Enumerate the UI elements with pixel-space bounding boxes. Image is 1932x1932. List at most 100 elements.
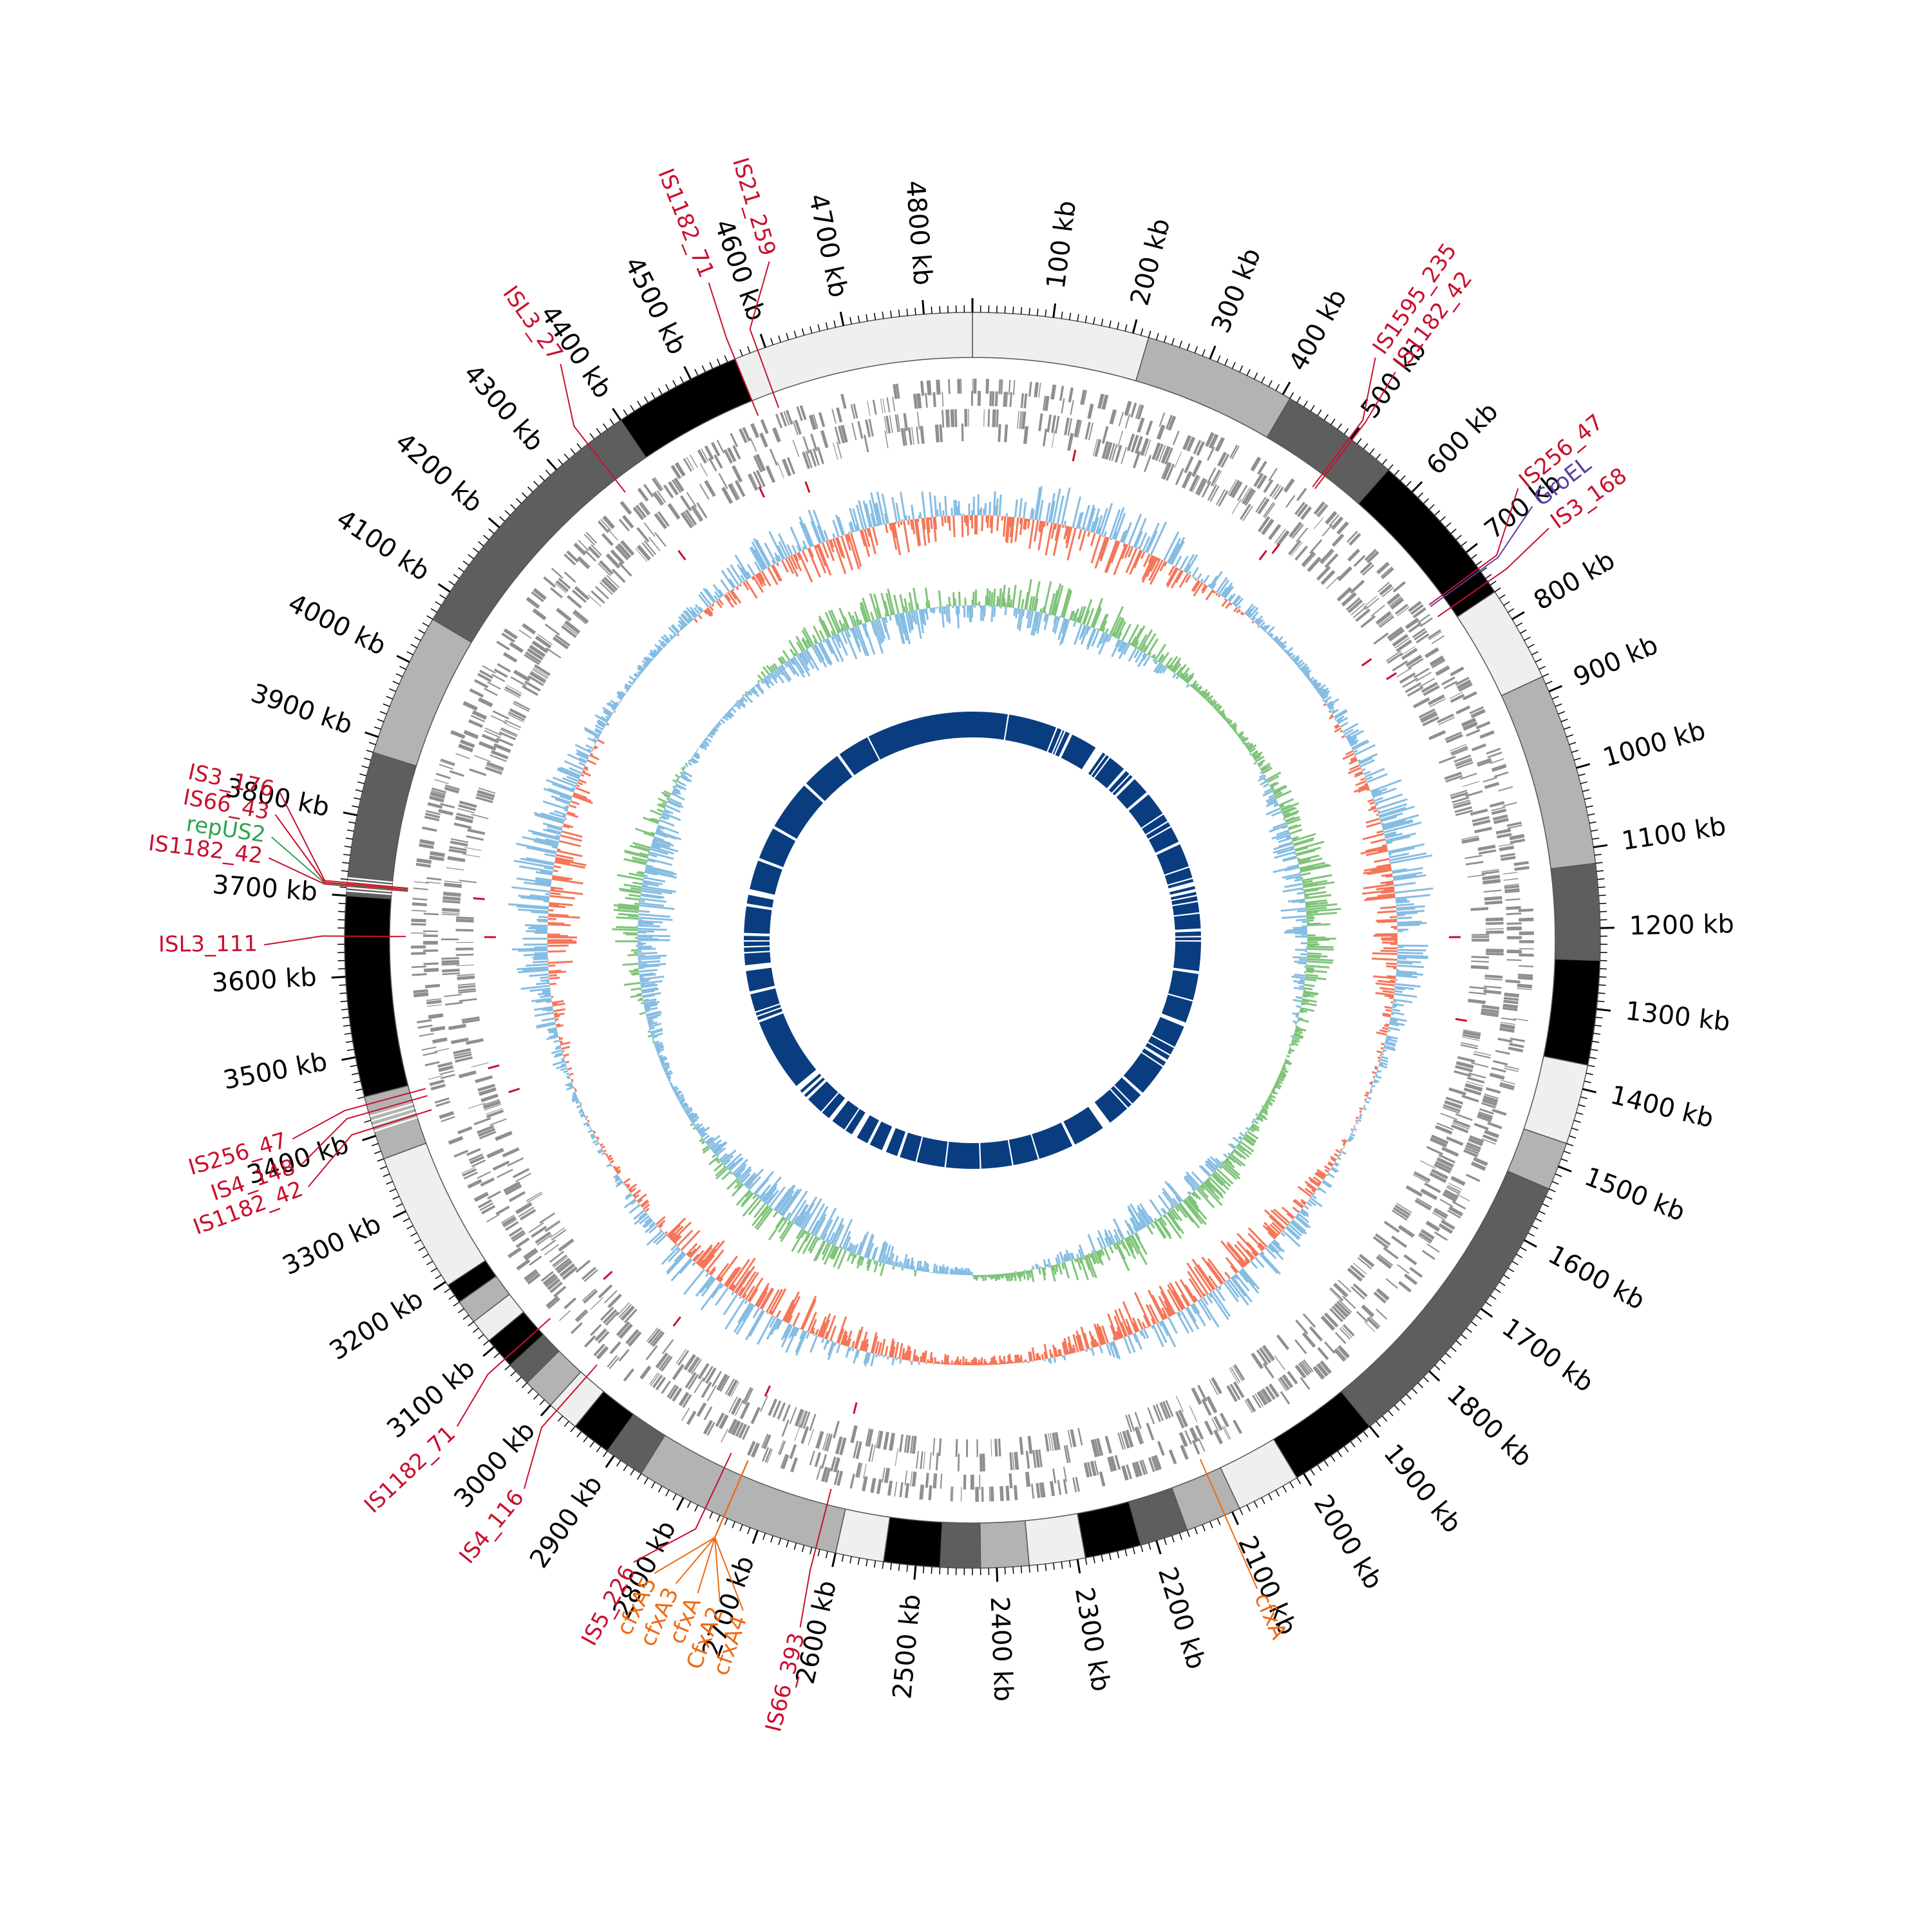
minor-tick — [426, 615, 433, 620]
cds-feature — [482, 1100, 501, 1110]
gc-skew-bar — [907, 1264, 910, 1269]
cds-feature — [458, 990, 477, 994]
gc-content-bar — [673, 634, 676, 638]
gc-content-bar — [728, 578, 736, 589]
gc-skew-bar — [1154, 1220, 1167, 1238]
gc-content-bar — [806, 1332, 810, 1340]
gc-content-bar — [1023, 502, 1027, 519]
gc-content-bar — [733, 1303, 753, 1333]
tick-label: 4500 kb — [618, 252, 692, 359]
gc-content-bar — [1132, 1333, 1139, 1343]
gc-content-bar — [791, 545, 797, 554]
cds-feature — [1457, 1056, 1475, 1063]
cds-feature — [1414, 630, 1428, 641]
cds-feature — [469, 768, 487, 777]
major-tick — [392, 1210, 407, 1218]
cds-feature — [1517, 983, 1533, 989]
gc-content-bar — [584, 728, 600, 739]
gc-content-bar — [690, 610, 697, 618]
cds-feature — [652, 492, 663, 506]
cds-feature — [1392, 1207, 1410, 1219]
cds-feature — [1119, 1432, 1126, 1450]
cds-feature — [1313, 517, 1324, 529]
minor-tick — [1394, 1405, 1400, 1411]
minor-tick — [1515, 622, 1523, 627]
gc-skew-bar — [1253, 1118, 1256, 1121]
gc-content-bar — [1236, 609, 1240, 614]
gc-content-bar — [1392, 874, 1417, 880]
gc-content-bar — [574, 744, 592, 753]
contig-segment — [1024, 1513, 1086, 1566]
gc-content-bar — [573, 793, 591, 802]
minor-tick — [1406, 1394, 1412, 1400]
gc-content-bar — [646, 1230, 663, 1246]
cds-feature — [500, 727, 518, 736]
gc-skew-bar — [1115, 638, 1121, 647]
gc-content-bar — [533, 960, 548, 963]
cds-feature — [1476, 757, 1492, 765]
cds-feature — [1484, 782, 1500, 790]
gc-content-bar — [1232, 1275, 1236, 1279]
cds-feature — [424, 983, 440, 989]
cds-feature — [513, 703, 529, 712]
major-tick — [1428, 1370, 1441, 1382]
contig-segment — [882, 1517, 943, 1568]
gc-content-bar — [1259, 621, 1265, 628]
gc-content-bar — [571, 1079, 574, 1081]
gc-skew-bar — [1209, 699, 1216, 706]
cds-feature — [478, 1199, 493, 1209]
gc-content-bar — [1071, 1347, 1075, 1354]
gc-skew-bar — [1069, 611, 1074, 621]
gc-content-bar — [544, 853, 556, 858]
minor-tick — [732, 1521, 735, 1529]
tick-label: 3300 kb — [278, 1209, 386, 1281]
gc-skew-bar — [1290, 1043, 1294, 1046]
gc-content-bar — [583, 1115, 586, 1118]
gc-content-bar — [1271, 636, 1273, 639]
cds-feature — [1493, 1060, 1508, 1066]
minor-tick — [1580, 781, 1588, 784]
gc-skew-bar — [1143, 632, 1157, 654]
gc-content-bar — [953, 500, 956, 516]
cds-feature — [1489, 800, 1505, 808]
gc-content-bar — [1110, 1324, 1117, 1341]
minor-tick — [857, 315, 860, 323]
gc-skew-bar — [1293, 1036, 1300, 1041]
gc-skew-bar — [1166, 1212, 1181, 1231]
gc-content-bar — [1386, 1036, 1392, 1040]
cds-feature — [607, 1293, 622, 1309]
gc-content-bar — [727, 592, 738, 605]
cds-feature — [1334, 1303, 1349, 1318]
minor-tick — [1399, 1399, 1406, 1406]
cds-feature — [900, 428, 906, 446]
minor-tick — [448, 580, 455, 586]
gc-content-bar — [1165, 1307, 1172, 1317]
gc-skew-bar — [1061, 618, 1068, 634]
gc-content-bar — [590, 1128, 592, 1131]
gc-skew-bar — [922, 1260, 927, 1272]
major-tick — [839, 311, 845, 327]
minor-tick — [1381, 1416, 1388, 1422]
gc-content-bar — [1209, 1292, 1229, 1320]
minor-tick — [1535, 658, 1542, 663]
gc-content-bar — [548, 909, 554, 912]
gc-content-bar — [736, 585, 739, 588]
cds-feature — [790, 1457, 798, 1473]
cds-feature — [549, 1251, 565, 1263]
gc-content-bar — [1016, 1354, 1019, 1363]
cds-feature — [1501, 1079, 1516, 1085]
cds-feature — [1356, 1311, 1368, 1323]
cds-feature — [884, 1468, 891, 1483]
cds-feature — [1425, 1220, 1441, 1232]
cds-feature — [680, 512, 693, 529]
gc-skew-bar — [842, 1231, 851, 1249]
gc-content-bar — [1396, 909, 1425, 914]
cds-feature — [478, 741, 497, 751]
gc-skew-bar — [986, 588, 989, 606]
cds-feature — [759, 432, 768, 448]
cds-feature — [1462, 1036, 1480, 1041]
gc-content-bar — [1097, 527, 1101, 535]
gc-skew-bar — [1253, 761, 1257, 766]
gc-content-bar — [583, 766, 589, 770]
gc-content-bar — [890, 1341, 895, 1358]
